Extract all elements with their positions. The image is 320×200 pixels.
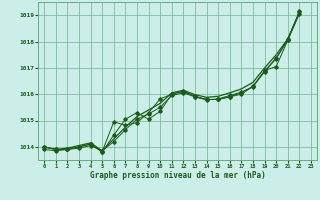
X-axis label: Graphe pression niveau de la mer (hPa): Graphe pression niveau de la mer (hPa) bbox=[90, 171, 266, 180]
